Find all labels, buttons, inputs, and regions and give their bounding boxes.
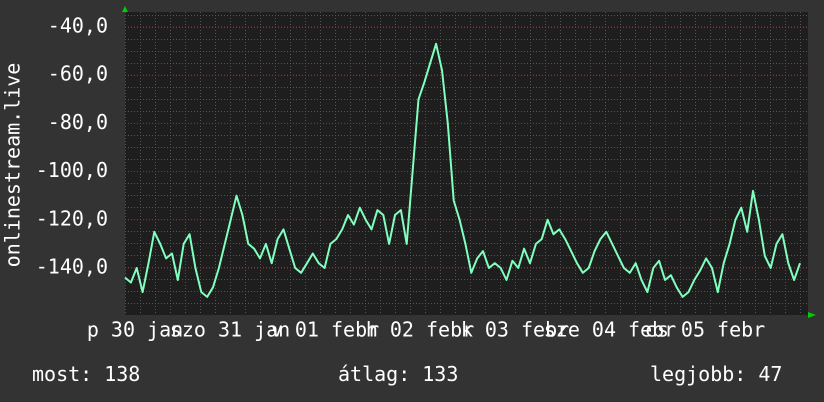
x-arrow [808, 312, 816, 318]
footer-stat: átlag: 133 [338, 362, 458, 386]
y-tick-label: -60,0 [48, 62, 108, 86]
x-tick-label: p 30 jan [87, 318, 183, 342]
x-tick-label: szo 31 jan [170, 318, 290, 342]
footer-value: 133 [422, 362, 458, 386]
y-tick-label: -100,0 [36, 158, 108, 182]
line [124, 42, 801, 298]
labels: -40,0 -60,0 -80,0 -100,0 -120,0 -140,0 p 30 ja… [32, 13, 782, 385]
footer-value: 138 [104, 362, 140, 386]
y-tick-label: -40,0 [48, 13, 108, 37]
x-tick-label: h 02 febr [366, 318, 474, 342]
y-arrow [122, 6, 128, 12]
footer-value: 47 [758, 362, 782, 386]
footer-stat: most: 138 [32, 362, 140, 386]
x-tick-label: sze 04 febr [544, 318, 676, 342]
y-tick-label: -80,0 [48, 110, 108, 134]
minor-grid [125, 12, 808, 315]
x-tick-label: v 01 febr [271, 318, 379, 342]
y-axis-title: onlinestream.live [1, 63, 25, 268]
footer-label: átlag: [338, 362, 410, 386]
footer-label: most: [32, 362, 92, 386]
y-tick-label: -140,0 [36, 254, 108, 278]
y-tick-label: -120,0 [36, 206, 108, 230]
footer-stat: legjobb: 47 [650, 362, 782, 386]
marks [124, 42, 801, 298]
x-tick-label: k 03 febr [461, 318, 569, 342]
footer-label: legjobb: [650, 362, 746, 386]
x-tick-label: cs 05 febr [645, 318, 765, 342]
